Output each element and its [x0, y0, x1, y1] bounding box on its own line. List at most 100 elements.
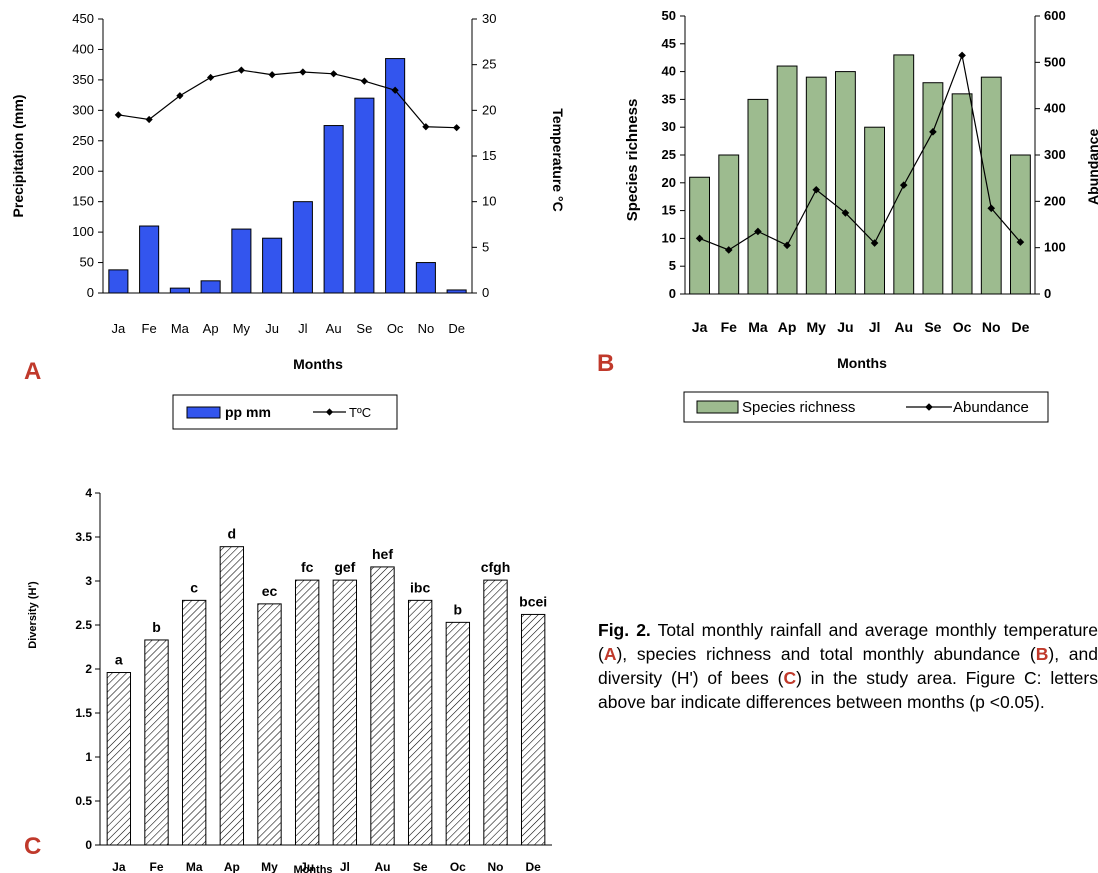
chart-a-temp-point — [176, 92, 184, 100]
chart-a-y-tick-label: 400 — [72, 41, 94, 56]
chart-a-x-tick-label: Se — [356, 321, 372, 336]
chart-a-precip-bar — [415, 262, 436, 294]
chart-b-y2-tick-label: 100 — [1044, 240, 1066, 255]
chart-c-diversity-bar — [144, 639, 169, 846]
chart-c-bar-letter: cfgh — [481, 559, 511, 575]
chart-a-legend-label-precip: pp mm — [225, 404, 271, 420]
chart-a-precip-bar — [354, 97, 375, 294]
chart-b-y-tick-label: 30 — [662, 119, 676, 134]
chart-b-abundance-point — [724, 246, 733, 254]
chart-c-diversity-bar — [483, 579, 508, 846]
chart-a-y2-tick-label: 20 — [482, 102, 496, 117]
chart-c-diversity-bar — [257, 603, 282, 846]
chart-b-x-axis-label: Months — [837, 355, 887, 371]
chart-b-y-tick-label: 15 — [662, 203, 676, 218]
chart-c-x-axis-label: Months — [293, 864, 332, 873]
chart-a-temp-point — [114, 111, 122, 119]
chart-a-y-tick-label: 200 — [72, 163, 94, 178]
chart-a-precip-bar — [385, 58, 406, 294]
chart-b-y-tick-label: 25 — [662, 147, 676, 162]
chart-c-y-tick-label: 0 — [85, 838, 92, 852]
chart-a-y2-tick-label: 0 — [482, 285, 489, 300]
caption-highlight-a: A — [603, 644, 617, 664]
chart-a-precip-bar — [169, 287, 190, 294]
chart-a-y2-axis-label: Temperature °C — [550, 108, 566, 211]
chart-c-diversity-bar — [219, 546, 245, 846]
chart-c-x-tick-label: Ju — [300, 860, 314, 873]
chart-b-legend-box — [683, 391, 1049, 423]
chart-b-y-tick-label: 40 — [662, 64, 676, 79]
chart-c-diversity-bar — [332, 579, 358, 846]
chart-b-abundance-point — [929, 128, 937, 136]
chart-c-bar-letter: b — [454, 601, 463, 617]
chart-a-temp-point — [145, 115, 153, 124]
chart-a-temp-point — [268, 71, 276, 79]
chart-b-abundance-point — [958, 51, 966, 60]
chart-c-x-tick-label: No — [488, 860, 504, 873]
caption-text-4: ) in the study area. Figure C: letters a… — [598, 668, 1098, 712]
chart-b-x-tick-label: Ap — [778, 319, 797, 335]
chart-b-x-tick-label: Jl — [869, 319, 881, 335]
chart-b-abundance-point — [1016, 238, 1025, 246]
chart-c-diversity-bar — [106, 672, 132, 846]
chart-a-temp-point — [453, 124, 461, 132]
chart-a-y2-tick-label: 10 — [482, 194, 496, 209]
chart-b-x-tick-label: Au — [894, 319, 913, 335]
chart-a-temp-point — [299, 68, 307, 76]
chart-b-y-tick-label: 0 — [669, 286, 676, 301]
chart-b-richness-bar — [776, 65, 798, 295]
chart-c-x-tick-label: Jl — [340, 860, 350, 873]
chart-b-y2-tick-label: 200 — [1044, 193, 1066, 208]
chart-c-x-tick-label: Ja — [112, 860, 126, 873]
chart-a-precip-bar — [231, 228, 252, 294]
chart-a-y2-tick-label: 15 — [482, 148, 496, 163]
chart-b-richness-bar — [1010, 154, 1031, 295]
chart-b-abundance-point — [841, 209, 850, 217]
chart-b-y2-tick-label: 400 — [1044, 101, 1066, 116]
chart-a-y-tick-label: 300 — [72, 102, 94, 117]
chart-c-bar-letter: c — [190, 579, 198, 595]
chart-b-y2-tick-label: 600 — [1044, 8, 1066, 23]
chart-a-x-tick-label: Jl — [298, 321, 308, 336]
chart-b-legend-swatch-richness — [696, 400, 739, 414]
chart-a-precip-bar — [262, 237, 283, 294]
chart-c-x-tick-label: Ap — [224, 860, 240, 873]
chart-b-x-tick-label: No — [982, 319, 1001, 335]
chart-c-x-tick-label: Oc — [450, 860, 466, 873]
chart-a-x-tick-label: No — [418, 321, 435, 336]
chart-c-bar-letter: ibc — [410, 579, 430, 595]
chart-c-bar-letter: bcei — [519, 593, 547, 609]
chart-c-x-tick-label: De — [525, 860, 541, 873]
chart-b-richness-bar — [922, 82, 944, 295]
chart-b-y-tick-label: 5 — [669, 258, 676, 273]
chart-b-y2-axis-label: Abundance — [1085, 129, 1098, 205]
chart-b-richness-bar — [864, 126, 886, 295]
chart-c-x-tick-label: Fe — [149, 860, 163, 873]
chart-a-y-tick-label: 0 — [87, 285, 94, 300]
chart-c-bar-letter: a — [115, 652, 123, 668]
chart-b-y-tick-label: 45 — [662, 36, 676, 51]
chart-a-legend-label-temp: TºC — [349, 405, 371, 420]
chart-b-richness-bar — [718, 154, 740, 295]
chart-a-precip-bar — [200, 280, 221, 294]
chart-b-legend-marker-abundance — [925, 403, 933, 411]
chart-a-temp-point — [330, 70, 338, 78]
chart-b-abundance-line — [699, 53, 1021, 251]
chart-a-y2-tick-label: 5 — [482, 239, 489, 254]
chart-a-x-tick-label: Ap — [203, 321, 219, 336]
caption-highlight-b: B — [1035, 644, 1049, 664]
chart-a-precip-bar — [108, 269, 129, 294]
chart-a-precip-bar — [323, 125, 344, 294]
caption-text-1: Total monthly rainfall and average month… — [598, 620, 1098, 664]
chart-c-bar-letter: ec — [262, 583, 278, 599]
chart-c-bar-letter: gef — [334, 559, 355, 575]
chart-b-x-tick-label: De — [1011, 319, 1029, 335]
chart-a-y-tick-label: 100 — [72, 224, 94, 239]
chart-a-x-tick-label: De — [448, 321, 465, 336]
chart-c-y-axis-label: Diversity (H') — [27, 581, 39, 649]
chart-c-diversity-bar — [520, 613, 546, 846]
chart-b: 051015202530354045500100200300400500600J… — [624, 8, 1098, 423]
chart-a-precip-bar — [139, 225, 160, 294]
chart-c-x-tick-label: Ma — [186, 860, 203, 873]
